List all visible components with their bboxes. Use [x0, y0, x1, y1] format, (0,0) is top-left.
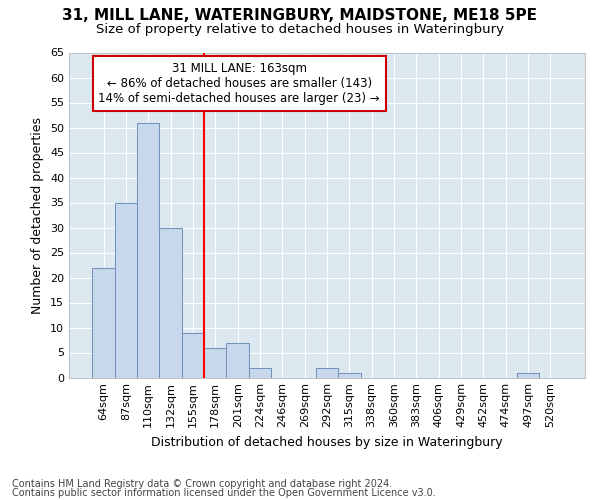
- Bar: [137, 122, 160, 378]
- Bar: [182, 332, 204, 378]
- Text: 31 MILL LANE: 163sqm
← 86% of detached houses are smaller (143)
14% of semi-deta: 31 MILL LANE: 163sqm ← 86% of detached h…: [98, 62, 380, 106]
- Bar: [115, 202, 137, 378]
- Bar: [316, 368, 338, 378]
- Y-axis label: Number of detached properties: Number of detached properties: [31, 116, 44, 314]
- Bar: [338, 372, 361, 378]
- Bar: [204, 348, 226, 378]
- Bar: [226, 342, 249, 378]
- Bar: [92, 268, 115, 378]
- Bar: [160, 228, 182, 378]
- Text: Contains HM Land Registry data © Crown copyright and database right 2024.: Contains HM Land Registry data © Crown c…: [12, 479, 392, 489]
- Text: Contains public sector information licensed under the Open Government Licence v3: Contains public sector information licen…: [12, 488, 436, 498]
- Bar: [249, 368, 271, 378]
- Bar: [517, 372, 539, 378]
- Text: Size of property relative to detached houses in Wateringbury: Size of property relative to detached ho…: [96, 22, 504, 36]
- X-axis label: Distribution of detached houses by size in Wateringbury: Distribution of detached houses by size …: [151, 436, 503, 449]
- Text: 31, MILL LANE, WATERINGBURY, MAIDSTONE, ME18 5PE: 31, MILL LANE, WATERINGBURY, MAIDSTONE, …: [62, 8, 538, 22]
